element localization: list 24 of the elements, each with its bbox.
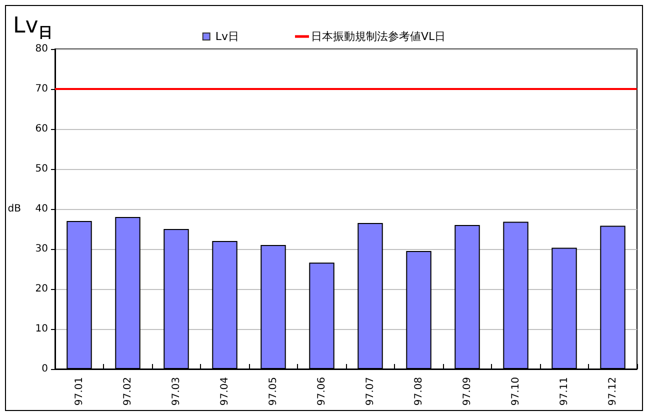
x-tick-label: 97.05 xyxy=(268,377,279,406)
y-tick-label: 70 xyxy=(35,84,48,94)
x-tick-label: 97.03 xyxy=(170,377,182,406)
y-tick-label: 10 xyxy=(35,324,48,334)
x-tick-label: 97.01 xyxy=(74,377,85,406)
x-tick-label: 97.08 xyxy=(413,377,424,406)
x-tick-label: 97.09 xyxy=(462,377,473,406)
y-tick-label: 0 xyxy=(42,364,48,374)
x-tick-label: 97.10 xyxy=(510,377,522,406)
legend-label: Lv日 xyxy=(215,30,239,43)
x-tick-label: 97.04 xyxy=(219,377,230,406)
y-tick-label: 40 xyxy=(35,204,48,214)
x-tick-label: 97.06 xyxy=(316,377,328,406)
x-tick-label: 97.11 xyxy=(558,377,570,406)
x-tick-label: 97.02 xyxy=(122,377,134,406)
y-tick-label: 60 xyxy=(35,124,48,134)
legend-label: 日本振動規制法参考値VL日 xyxy=(310,30,446,43)
y-tick-label: 50 xyxy=(35,164,48,174)
y-tick-label: 80 xyxy=(35,44,48,54)
y-tick-label: 30 xyxy=(35,244,48,254)
x-tick-label: 97.12 xyxy=(607,377,618,406)
x-tick-label: 97.07 xyxy=(364,377,376,406)
y-tick-label: 20 xyxy=(35,284,48,294)
y-axis-title: dB xyxy=(8,204,22,214)
